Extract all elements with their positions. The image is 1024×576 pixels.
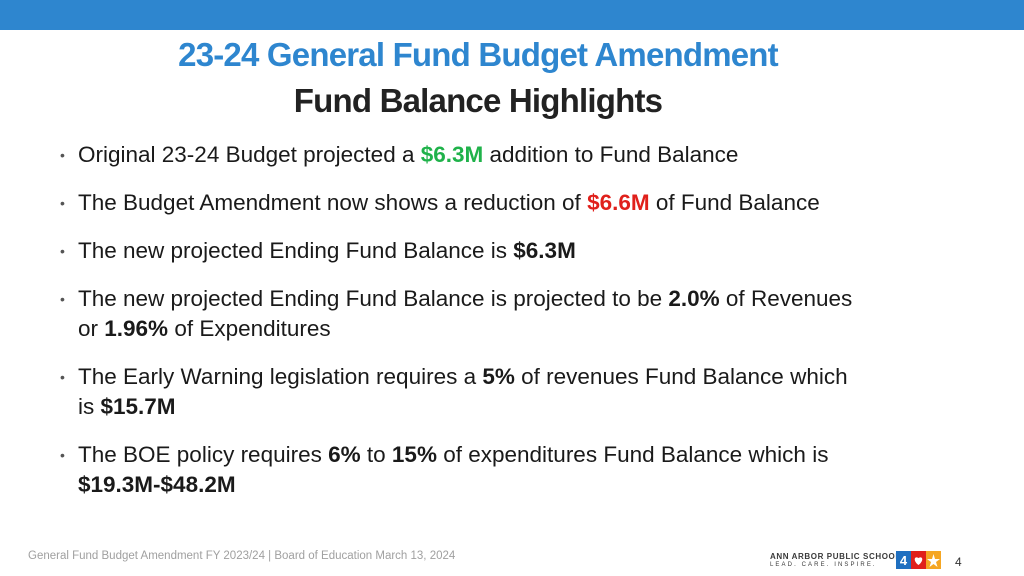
- bullet-item: • The Early Warning legislation requires …: [60, 364, 848, 419]
- bullet-item: • The new projected Ending Fund Balance i…: [60, 286, 853, 341]
- highlight-value: $6.6M: [587, 190, 650, 215]
- logo-tagline: LEAD. CARE. INSPIRE.: [770, 562, 877, 568]
- highlight-value: 5%: [482, 364, 515, 389]
- header-bar: [0, 0, 1024, 30]
- bullet-item: • The Budget Amendment now shows a reduct…: [58, 188, 988, 218]
- school-logo: ANN ARBOR PUBLIC SCHOOLS LEAD. CARE. INS…: [770, 550, 942, 572]
- slide-title: 23-24 General Fund Budget Amendment: [178, 36, 779, 73]
- svg-text:4: 4: [900, 553, 908, 568]
- bullet-dot-icon: •: [60, 291, 65, 307]
- slide-subtitle: Fund Balance Highlights: [293, 82, 663, 119]
- highlight-value: 15%: [391, 442, 437, 467]
- bullet-list: • Original 23-24 Budget projected a $6.3M…: [58, 140, 988, 500]
- footer-text: General Fund Budget Amendment FY 2023/24…: [28, 550, 456, 562]
- highlight-value: 6%: [328, 442, 361, 467]
- bullet-item: • The BOE policy requires 6% to 15% of ex…: [60, 442, 829, 497]
- highlight-value: $6.3M: [420, 142, 484, 167]
- bullet-item: • The new projected Ending Fund Balance i…: [58, 236, 988, 266]
- logo-name: ANN ARBOR PUBLIC SCHOOLS: [770, 552, 907, 561]
- highlight-value: $19.3M-$48.2M: [78, 472, 236, 497]
- page-number: 4: [955, 555, 962, 569]
- highlight-value: 1.96%: [104, 316, 169, 341]
- bullet-dot-icon: •: [60, 243, 65, 259]
- bullet-item: • Original 23-24 Budget projected a $6.3M…: [58, 140, 988, 170]
- bullet-dot-icon: •: [60, 447, 65, 463]
- highlight-value: $6.3M: [513, 238, 576, 263]
- bullet-dot-icon: •: [60, 369, 65, 385]
- highlight-value: $15.7M: [100, 394, 176, 419]
- bullet-dot-icon: •: [60, 147, 65, 163]
- a2-heart-star-logo-icon: 4: [896, 551, 941, 569]
- bullet-dot-icon: •: [60, 195, 65, 211]
- highlight-value: 2.0%: [668, 286, 720, 311]
